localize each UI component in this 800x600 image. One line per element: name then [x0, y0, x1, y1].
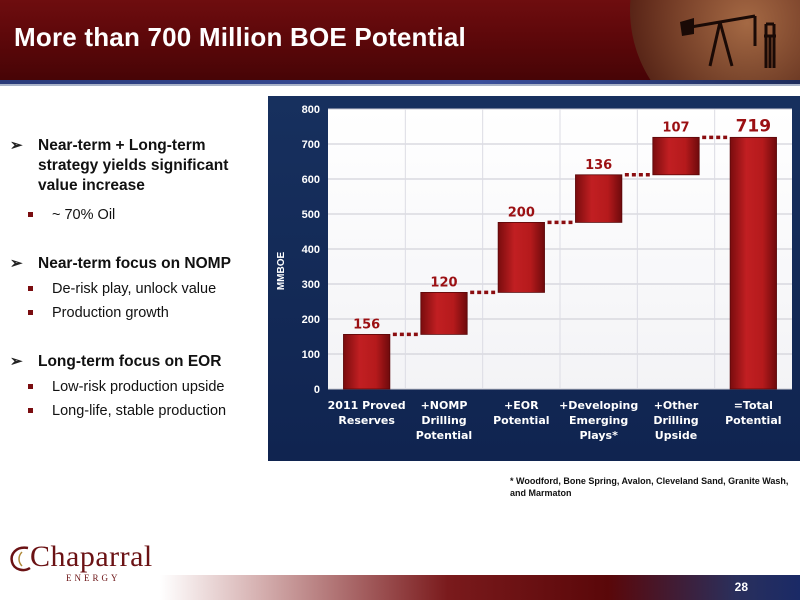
logo-wordmark: Chaparral: [30, 540, 153, 573]
square-bullet-icon: [28, 384, 33, 389]
sub-bullet-text: Long-life, stable production: [52, 403, 227, 419]
arrow-bullet-icon: ➢: [10, 137, 23, 154]
bar-1: [343, 333, 391, 390]
x-tick-label: +NOMP Drilling Potential: [416, 399, 472, 442]
bar-3: [497, 222, 545, 293]
x-tick-label: +Other Drilling Upside: [653, 399, 699, 442]
y-tick-label: 200: [302, 314, 320, 326]
bullet-text: Long-term focus on EOR: [38, 353, 222, 370]
y-tick-label: 700: [302, 139, 320, 151]
sub-bullet-growth: Production growth: [10, 302, 270, 324]
bullet-text: Near-term focus on NOMP: [38, 255, 231, 272]
sub-bullet-text: Production growth: [52, 305, 169, 321]
sub-bullet-longlife: Long-life, stable production: [10, 400, 270, 422]
chaparral-logo: Chaparral ENERGY: [8, 540, 158, 585]
bullet-nomp: ➢ Near-term focus on NOMP: [10, 254, 270, 274]
sub-bullet-text: De-risk play, unlock value: [52, 281, 217, 297]
data-label: 120: [430, 275, 457, 290]
footnote: * Woodford, Bone Spring, Avalon, Clevela…: [510, 476, 789, 498]
bullet-text: Near-term + Long-term strategy yields si…: [38, 137, 229, 194]
x-tick-label: =Total Potential: [725, 399, 781, 427]
sub-bullet-derisk: De-risk play, unlock value: [10, 278, 270, 300]
y-tick-label: 400: [302, 244, 320, 256]
square-bullet-icon: [28, 408, 33, 413]
data-label: 200: [508, 205, 535, 220]
data-label: 719: [736, 116, 772, 136]
square-bullet-icon: [28, 286, 33, 291]
x-tick-label: 2011 Proved Reserves: [328, 399, 406, 427]
chart-panel: 0 100 200 300 400 500 600 700 800 156 120 200 136 10…: [268, 96, 800, 461]
sub-bullet-oil: ~ 70% Oil: [10, 204, 270, 226]
arrow-bullet-icon: ➢: [10, 353, 23, 370]
sub-bullet-text: Low-risk production upside: [52, 379, 225, 395]
bar-4: [575, 174, 623, 223]
oil-pump-icon: [680, 14, 776, 68]
waterfall-chart: 0 100 200 300 400 500 600 700 800 156 120 200 136 10…: [276, 104, 792, 442]
data-label: 136: [585, 158, 612, 173]
logo-swirl-icon: [10, 546, 31, 572]
title-divider-light: [0, 84, 800, 86]
y-tick-label: 800: [302, 104, 320, 116]
y-tick-label: 500: [302, 209, 320, 221]
sub-bullet-lowrisk: Low-risk production upside: [10, 376, 270, 398]
bar-6: [729, 136, 777, 390]
bullet-strategy: ➢ Near-term + Long-term strategy yields …: [10, 136, 270, 196]
bar-5: [652, 136, 700, 176]
bullet-list: ➢ Near-term + Long-term strategy yields …: [10, 136, 270, 422]
y-tick-label: 300: [302, 279, 320, 291]
x-tick-label: +EOR Potential: [493, 399, 549, 427]
data-label: 156: [353, 317, 380, 332]
bullet-eor: ➢ Long-term focus on EOR: [10, 352, 270, 372]
title-bar: More than 700 Million BOE Potential: [0, 0, 800, 80]
footer-bar: 28: [160, 575, 800, 600]
logo-subtitle: ENERGY: [66, 573, 121, 583]
title-divider: [0, 80, 800, 84]
square-bullet-icon: [28, 212, 33, 217]
y-tick-label: 0: [314, 384, 320, 396]
bar-2: [420, 291, 468, 335]
x-tick-label: +Developing Emerging Plays*: [559, 399, 638, 442]
sub-bullet-text: ~ 70% Oil: [52, 207, 116, 223]
y-axis-label: MMBOE: [276, 252, 287, 291]
slide-title: More than 700 Million BOE Potential: [14, 22, 466, 52]
y-tick-label: 600: [302, 174, 320, 186]
arrow-bullet-icon: ➢: [10, 255, 23, 272]
square-bullet-icon: [28, 310, 33, 315]
y-tick-label: 100: [302, 349, 320, 361]
page-number: 28: [734, 580, 748, 594]
data-label: 107: [662, 120, 689, 135]
